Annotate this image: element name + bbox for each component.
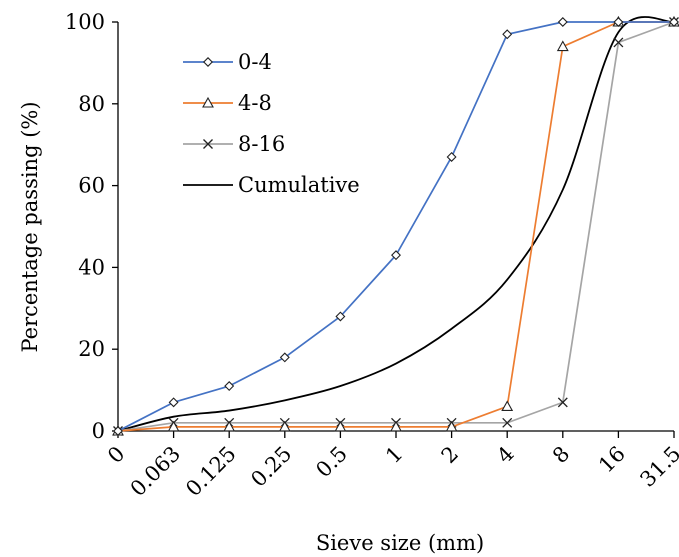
data-point-marker: [445, 420, 458, 432]
legend-item: 8-16: [183, 132, 285, 156]
y-tick-label: 0: [92, 419, 105, 443]
x-tick-label: 2: [437, 442, 463, 468]
data-point-marker: [557, 17, 568, 27]
data-point-marker: [203, 139, 213, 149]
data-point-marker: [202, 96, 214, 108]
y-tick-label: 40: [78, 255, 105, 279]
data-point-marker: [502, 417, 513, 428]
data-point-marker: [390, 420, 402, 432]
x-tick-label: 16: [594, 442, 630, 478]
data-point-marker: [669, 17, 679, 27]
x-tick-label: 0: [103, 442, 129, 468]
legend-item: Cumulative: [183, 173, 360, 197]
marker-stroke: [203, 139, 213, 149]
legend-item: 0-4: [183, 50, 272, 74]
data-point-marker: [168, 397, 179, 408]
data-point-marker: [557, 397, 568, 408]
chart-axes: [112, 21, 675, 438]
y-tick-label: 20: [78, 337, 105, 361]
x-tick-label: 0.5: [311, 442, 352, 483]
series-4-8: [112, 15, 679, 436]
marker-stroke: [613, 37, 624, 48]
marker-stroke: [502, 417, 513, 428]
data-point-marker: [279, 352, 290, 363]
data-point-marker: [167, 420, 180, 432]
data-point-marker: [278, 420, 291, 432]
legend-label: 4-8: [238, 91, 272, 115]
x-tick-label: 31.5: [635, 442, 679, 492]
x-tick-label: 0.063: [126, 442, 185, 501]
data-point-marker: [224, 381, 235, 391]
y-tick-label: 60: [78, 174, 105, 198]
data-point-marker: [613, 17, 624, 27]
legend-label: Cumulative: [238, 173, 360, 197]
chart-legend: 0-4 4-8 8-16 Cumulative: [183, 50, 360, 197]
marker-stroke: [557, 397, 568, 408]
data-point-marker: [613, 37, 624, 48]
series-cumulative: [117, 16, 675, 432]
x-tick-label: 4: [492, 442, 518, 468]
data-point-marker: [391, 250, 401, 261]
y-axis-title: Percentage passing (%): [18, 101, 42, 352]
data-point-marker: [501, 400, 514, 412]
y-tick-label: 80: [78, 92, 105, 116]
x-tick-label: 0.25: [246, 442, 296, 492]
series-line: [117, 21, 675, 432]
x-tick-label: 0.125: [181, 442, 240, 501]
legend-label: 0-4: [238, 50, 272, 74]
chart-series-layer: [112, 15, 679, 436]
data-point-marker: [113, 426, 123, 436]
x-tick-label: 1: [381, 442, 407, 468]
series-line: [117, 16, 675, 432]
data-point-marker: [335, 311, 346, 322]
x-axis-title: Sieve size (mm): [316, 531, 484, 555]
y-tick-label: 100: [65, 10, 105, 34]
data-point-marker: [502, 29, 513, 40]
data-point-marker: [556, 40, 569, 52]
legend-item: 4-8: [183, 91, 272, 115]
series-0-4: [113, 17, 679, 436]
data-point-marker: [446, 151, 457, 162]
legend-label: 8-16: [238, 132, 285, 156]
x-tick-label: 8: [548, 442, 574, 468]
data-point-marker: [334, 420, 347, 432]
series-8-16: [113, 17, 679, 436]
data-point-marker: [203, 57, 213, 67]
data-point-marker: [223, 420, 236, 432]
